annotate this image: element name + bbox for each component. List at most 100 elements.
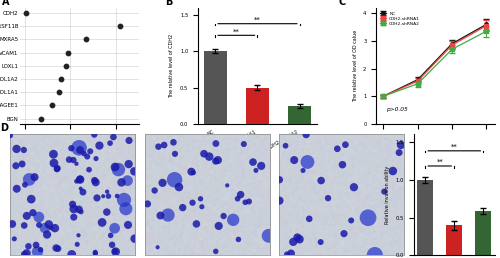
Point	[200, 152, 208, 156]
Point	[20, 223, 28, 228]
Point	[111, 165, 119, 169]
Point	[22, 251, 30, 255]
Point	[342, 143, 349, 147]
Point	[220, 214, 228, 218]
Bar	[446, 225, 462, 255]
Point	[68, 252, 76, 256]
Point	[264, 234, 272, 238]
Point	[10, 237, 18, 241]
Point	[86, 149, 94, 153]
Point	[124, 179, 132, 183]
Point	[43, 232, 51, 237]
Point	[111, 249, 119, 253]
Text: **: **	[233, 29, 239, 35]
Point	[130, 169, 138, 173]
Point	[125, 139, 133, 143]
Point	[192, 222, 200, 226]
Point	[36, 117, 44, 121]
Point	[72, 162, 80, 166]
Point	[122, 207, 130, 211]
Point	[294, 235, 302, 239]
Point	[242, 200, 250, 204]
Y-axis label: The relative level of OD calue: The relative level of OD calue	[352, 30, 358, 102]
Point	[223, 183, 231, 188]
Point	[234, 197, 241, 201]
Point	[240, 142, 248, 146]
Point	[55, 90, 63, 94]
Point	[92, 180, 100, 184]
Point	[130, 237, 138, 241]
Point	[23, 214, 31, 218]
Point	[205, 155, 213, 159]
Point	[32, 243, 40, 247]
Point	[50, 161, 58, 165]
Point	[76, 178, 84, 182]
Text: D: D	[0, 123, 8, 133]
Point	[99, 194, 107, 198]
Point	[290, 158, 298, 162]
Point	[48, 103, 56, 107]
Point	[13, 187, 21, 191]
Point	[389, 169, 397, 173]
Point	[150, 188, 158, 192]
Point	[164, 213, 172, 217]
Point	[144, 202, 152, 206]
Point	[214, 158, 222, 162]
Point	[83, 155, 91, 159]
Point	[116, 24, 124, 28]
Point	[229, 218, 237, 222]
Point	[397, 143, 405, 147]
Point	[212, 249, 220, 253]
Point	[170, 178, 178, 182]
Point	[50, 152, 58, 156]
Point	[80, 151, 88, 156]
Bar	[417, 180, 433, 255]
Point	[103, 190, 111, 194]
Point	[54, 246, 62, 251]
Point	[290, 240, 298, 244]
Point	[12, 147, 20, 151]
Point	[171, 152, 179, 156]
Bar	[204, 51, 227, 124]
Point	[29, 211, 37, 215]
Point	[276, 178, 283, 182]
Point	[77, 210, 85, 214]
Point	[120, 198, 128, 202]
Point	[106, 233, 114, 237]
Point	[364, 216, 372, 220]
Point	[317, 179, 325, 183]
Point	[54, 166, 62, 170]
Point	[249, 160, 257, 164]
Point	[96, 143, 104, 148]
Point	[91, 250, 99, 254]
Point	[93, 196, 101, 200]
Point	[22, 11, 30, 15]
Text: C: C	[338, 0, 345, 7]
Point	[347, 219, 355, 223]
Point	[106, 141, 114, 145]
Point	[57, 77, 65, 81]
Point	[113, 194, 121, 198]
Point	[104, 194, 112, 198]
Point	[276, 199, 283, 203]
Point	[45, 222, 53, 227]
Point	[234, 237, 242, 241]
Point	[350, 185, 358, 189]
Point	[306, 217, 314, 221]
Point	[282, 144, 290, 148]
Point	[296, 237, 304, 241]
Point	[395, 150, 403, 155]
Point	[75, 207, 83, 212]
Point	[6, 133, 14, 138]
Text: p>0.05: p>0.05	[386, 107, 408, 112]
Point	[68, 202, 76, 206]
Point	[74, 233, 82, 237]
Point	[20, 252, 28, 256]
Point	[98, 220, 106, 224]
Point	[110, 135, 118, 139]
Point	[196, 197, 204, 201]
Point	[252, 168, 260, 173]
Point	[53, 167, 61, 171]
Point	[380, 190, 388, 194]
Bar	[476, 212, 492, 255]
